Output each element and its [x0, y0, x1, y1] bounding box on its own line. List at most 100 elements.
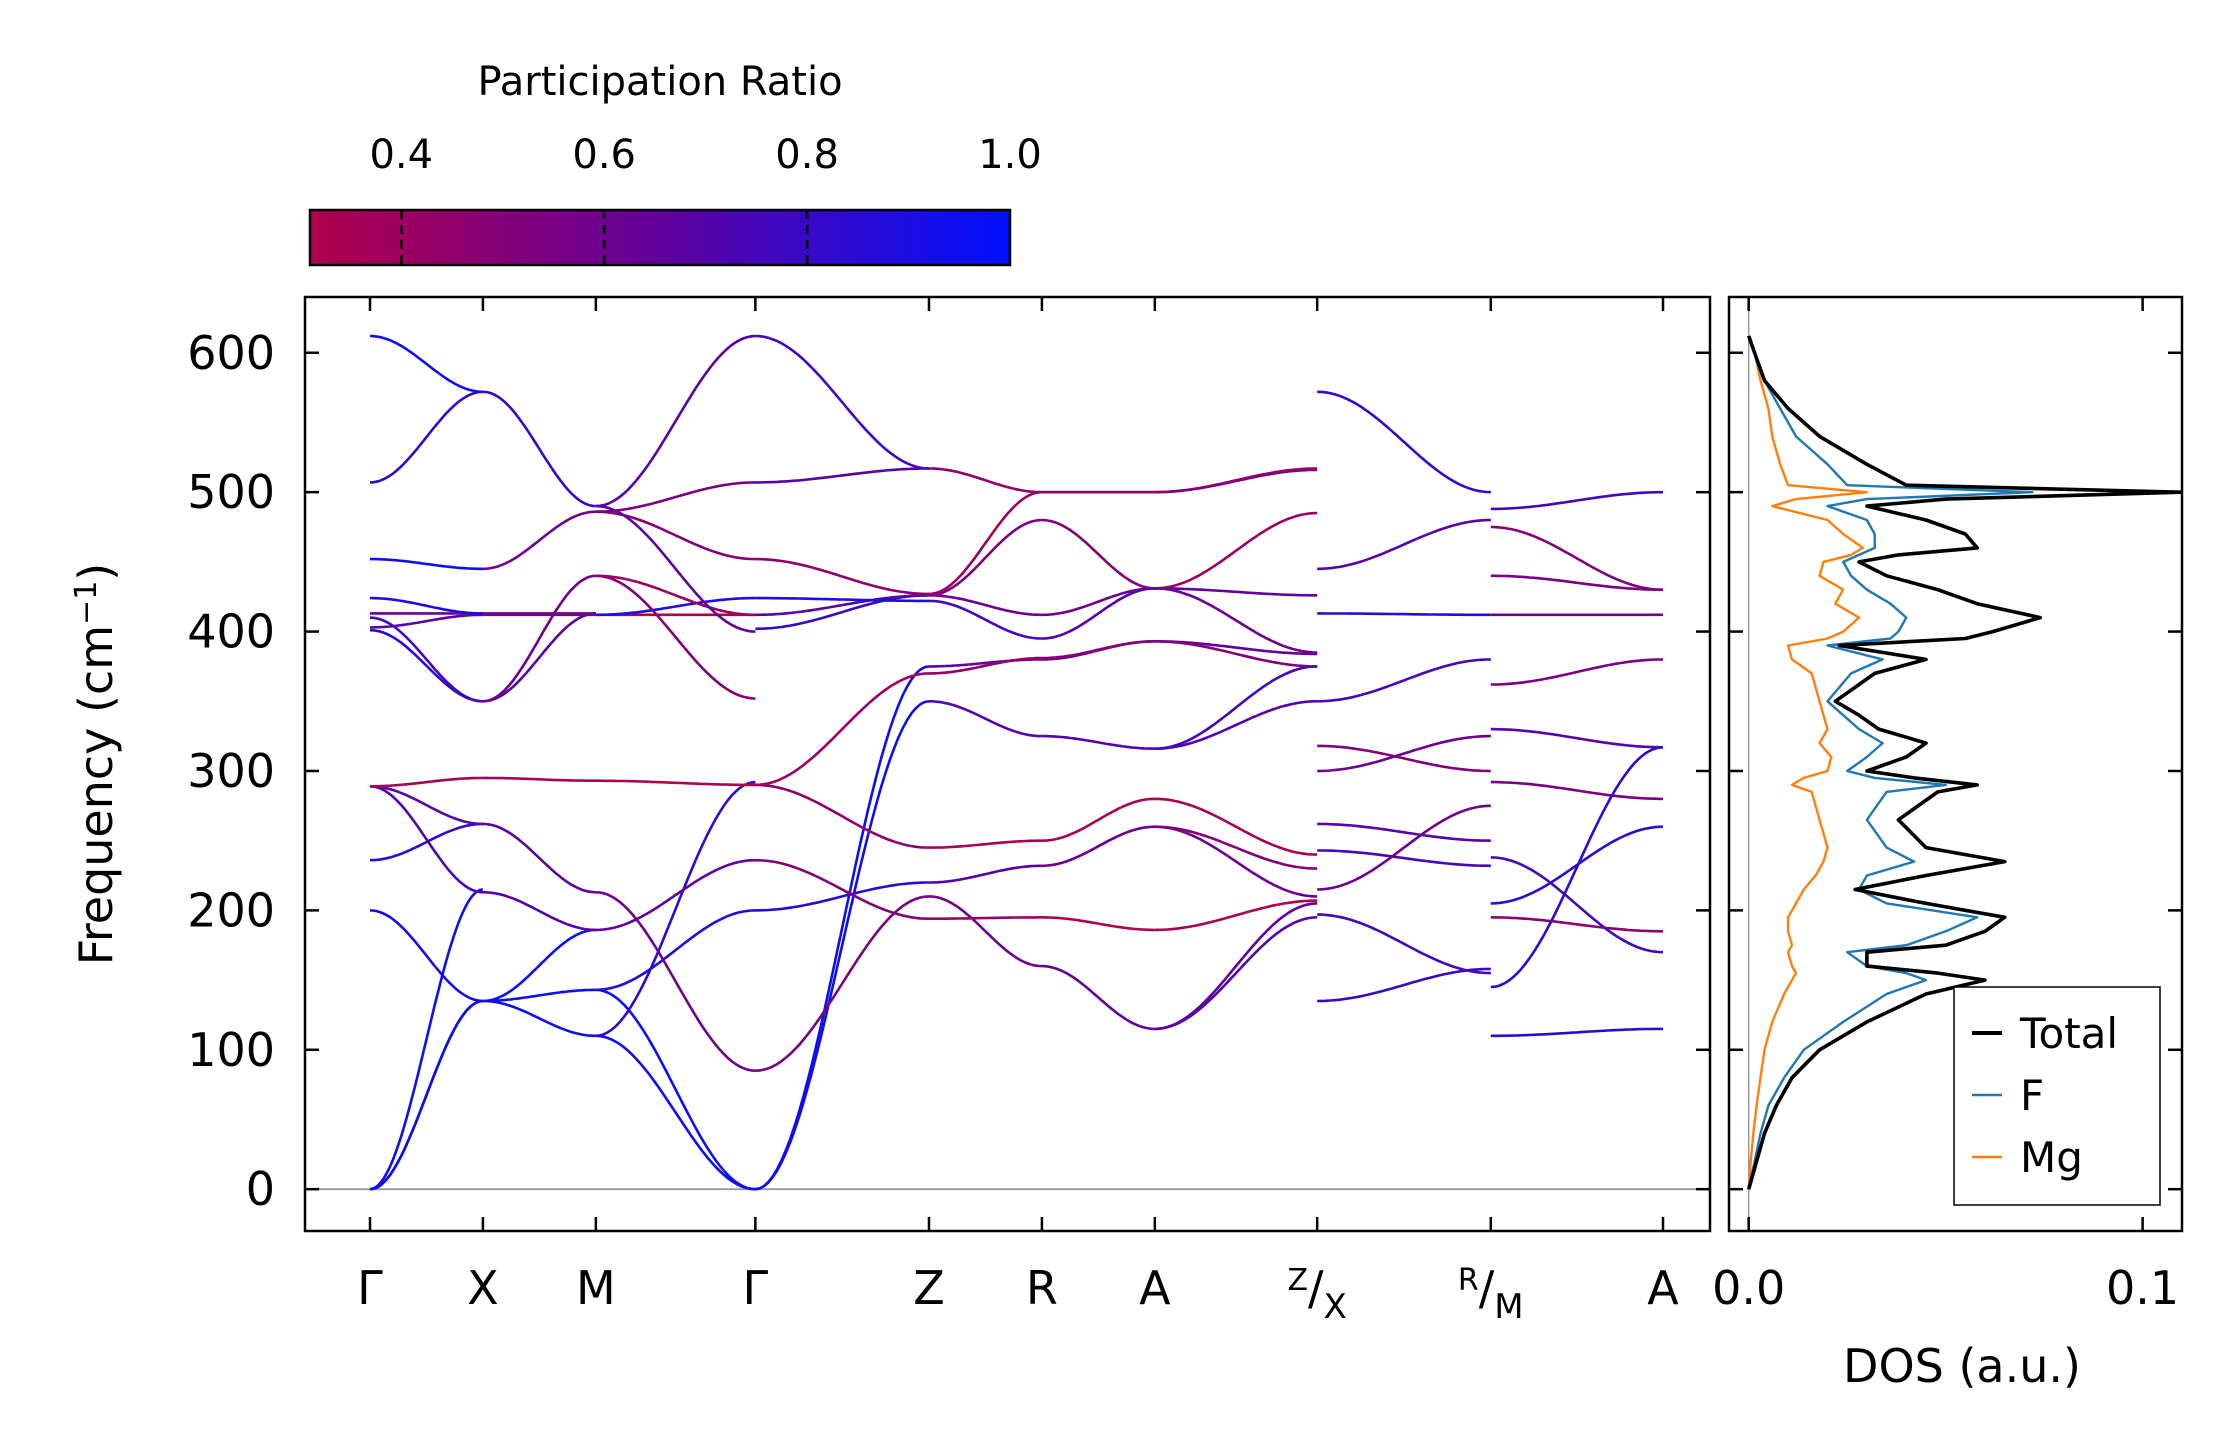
- band-line: [595, 504, 756, 633]
- band-line: [482, 574, 596, 703]
- band-line: [1154, 640, 1318, 668]
- band-line: [369, 999, 484, 1191]
- dos-plot-frame: [1727, 295, 2184, 1233]
- band-line: [595, 574, 756, 617]
- band-line: [369, 909, 483, 1003]
- x-tick-label: R/M: [1458, 1261, 1524, 1327]
- band-line: [755, 858, 930, 920]
- band-line: [1317, 967, 1491, 1003]
- dos-axis-ticks: 0.0 0.1: [1712, 297, 2182, 1315]
- band-line: [1041, 916, 1155, 932]
- band-line: [1490, 780, 1664, 801]
- x-tick-label: R: [1026, 1261, 1058, 1315]
- band-line: [928, 599, 1042, 640]
- band-line: [928, 518, 1042, 597]
- band-line: [929, 916, 1042, 920]
- band-line: [1041, 797, 1155, 842]
- band-line: [1317, 612, 1491, 617]
- band-line: [595, 334, 756, 508]
- legend-label: F: [2020, 1071, 2044, 1120]
- band-line: [369, 390, 483, 484]
- band-line: [595, 596, 756, 617]
- band-line: [755, 672, 930, 787]
- band-line: [755, 700, 930, 1191]
- colorbar-ticks: 0.4 0.6 0.8 1.0: [369, 132, 1042, 265]
- x-tick-label: A: [1139, 1261, 1171, 1315]
- band-line: [755, 665, 930, 1191]
- band-line: [595, 891, 756, 1072]
- x-tick-label: A: [1647, 1261, 1679, 1315]
- band-line: [1154, 916, 1318, 1031]
- band-line: [370, 557, 483, 571]
- band-line: [1317, 804, 1491, 891]
- band-line: [1317, 744, 1491, 773]
- band-line: [1154, 700, 1318, 750]
- band-line: [595, 988, 756, 1191]
- x-tick-label: X: [467, 1261, 499, 1315]
- band-line: [755, 895, 930, 1072]
- band-line: [1490, 856, 1664, 954]
- band-line: [1041, 587, 1155, 640]
- band-line: [755, 467, 929, 484]
- band-line: [1317, 734, 1491, 773]
- band-line: [755, 596, 929, 603]
- y-axis-label: Frequency (cm−1): [69, 563, 123, 966]
- band-line: [1041, 640, 1155, 660]
- y-tick-label: 500: [187, 465, 275, 519]
- band-line: [755, 334, 930, 470]
- y-tick-label: 200: [187, 883, 275, 937]
- band-line: [369, 888, 484, 1191]
- y-tick-label: 600: [187, 326, 275, 380]
- band-line: [1490, 727, 1664, 749]
- band-line: [595, 510, 756, 561]
- legend-entries: Total F Mg: [1972, 1009, 2118, 1182]
- x-tick-label: Z/X: [1287, 1261, 1346, 1327]
- x-tick-label: Γ: [357, 1261, 383, 1315]
- colorbar-gradient: [308, 208, 1012, 267]
- band-line: [369, 785, 483, 826]
- band-line: [370, 596, 483, 615]
- band-line: [482, 822, 596, 894]
- band-line: [482, 999, 596, 1038]
- band-line: [595, 481, 756, 513]
- x-tick-label: Z: [913, 1261, 945, 1315]
- dos-x-tick-label: 0.1: [2106, 1261, 2179, 1315]
- band-line: [928, 490, 1042, 596]
- band-line: [482, 776, 596, 782]
- dos-lines: [1746, 297, 2182, 1231]
- band-axis-ticks: 0 100 200 300 400 500 600 Γ X M Γ Z R A Z/X R/M A: [187, 297, 1710, 1327]
- band-line: [369, 616, 483, 703]
- legend: Total F Mg: [1953, 986, 2161, 1206]
- band-line: [1041, 964, 1155, 1031]
- band-line: [1490, 1027, 1663, 1038]
- band-line: [482, 390, 596, 508]
- band-line: [1317, 518, 1491, 571]
- y-tick-label: 0: [246, 1162, 275, 1216]
- colorbar-tick-label: 0.8: [775, 132, 839, 178]
- band-line: [482, 928, 596, 1003]
- band-line: [482, 988, 596, 1003]
- band-line: [1154, 587, 1318, 597]
- band-line: [1490, 490, 1663, 511]
- dos-line-f: [1747, 335, 2034, 1190]
- x-tick-label: Γ: [743, 1261, 769, 1315]
- band-line: [1317, 822, 1491, 842]
- band-line: [928, 594, 1042, 617]
- dos-panel: 0.0 0.1 DOS (a.u.) Total F Mg: [1712, 295, 2184, 1393]
- band-line: [755, 783, 930, 849]
- band-line: [482, 612, 596, 703]
- colorbar-tick-label: 0.6: [572, 132, 636, 178]
- band-line: [1317, 658, 1491, 703]
- colorbar-tick-label: 1.0: [978, 132, 1042, 178]
- band-line: [755, 594, 930, 617]
- band-line: [1041, 587, 1155, 617]
- dos-line-mg: [1747, 335, 1869, 1190]
- legend-label: Mg: [2020, 1133, 2083, 1182]
- band-line: [369, 334, 483, 394]
- band-line: [482, 891, 596, 932]
- band-line: [929, 864, 1042, 884]
- band-lines: [305, 334, 1710, 1191]
- colorbar-label: Participation Ratio: [477, 59, 842, 105]
- y-tick-label: 300: [187, 744, 275, 798]
